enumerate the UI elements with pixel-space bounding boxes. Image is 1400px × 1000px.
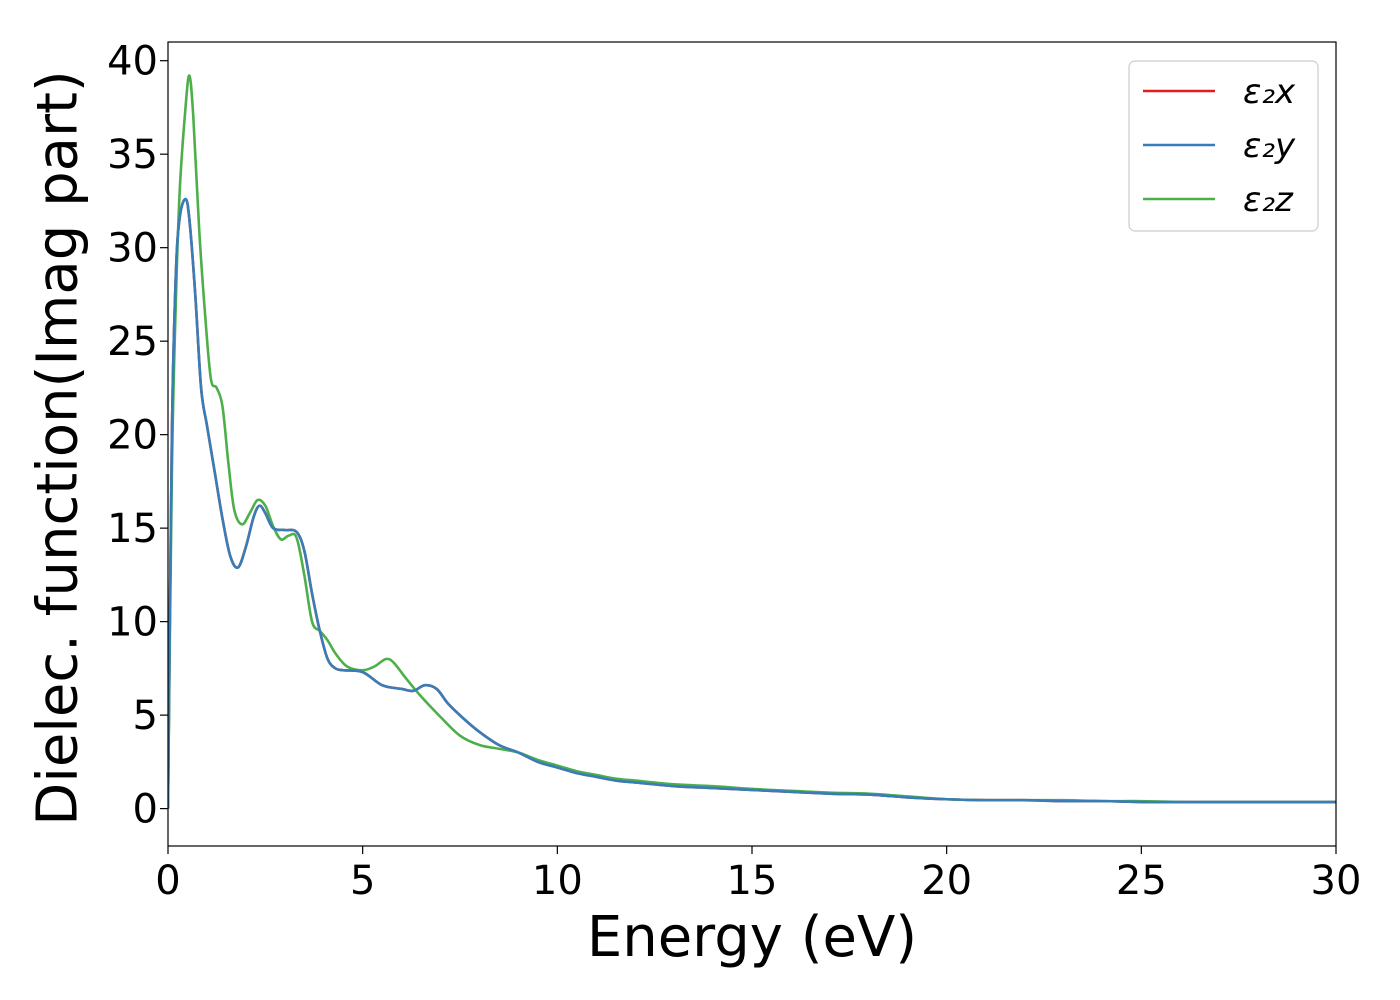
- y-tick-label: 25: [107, 319, 158, 365]
- y-axis-ticks: 0 5 10 15 20 25 30 35 40: [107, 39, 168, 833]
- x-tick-label: 10: [532, 858, 583, 904]
- y-tick-label: 15: [107, 506, 158, 552]
- x-tick-label: 15: [727, 858, 778, 904]
- x-tick-label: 5: [350, 858, 375, 904]
- legend-label: ε₂x: [1243, 72, 1296, 112]
- x-tick-label: 20: [921, 858, 972, 904]
- y-tick-label: 0: [133, 787, 158, 833]
- y-tick-label: 20: [107, 413, 158, 459]
- x-axis-label: Energy (eV): [587, 905, 917, 970]
- y-tick-label: 10: [107, 600, 158, 646]
- legend-label: ε₂y: [1243, 126, 1296, 166]
- y-axis-label: Dielec. function(Imag part): [26, 70, 91, 826]
- x-tick-label: 0: [155, 858, 180, 904]
- y-tick-label: 5: [133, 693, 158, 739]
- legend-box: [1128, 60, 1319, 232]
- y-tick-label: 30: [107, 226, 158, 272]
- legend: ε₂x ε₂y ε₂z: [1128, 60, 1319, 232]
- x-axis-ticks: 0 5 10 15 20 25 30: [155, 846, 1361, 904]
- legend-label: ε₂z: [1243, 180, 1294, 220]
- series-lines: [168, 74, 1336, 809]
- series-line-2: [168, 197, 1336, 809]
- y-tick-label: 35: [107, 132, 158, 178]
- y-tick-label: 40: [107, 39, 158, 85]
- x-tick-label: 30: [1311, 858, 1362, 904]
- x-tick-label: 25: [1116, 858, 1167, 904]
